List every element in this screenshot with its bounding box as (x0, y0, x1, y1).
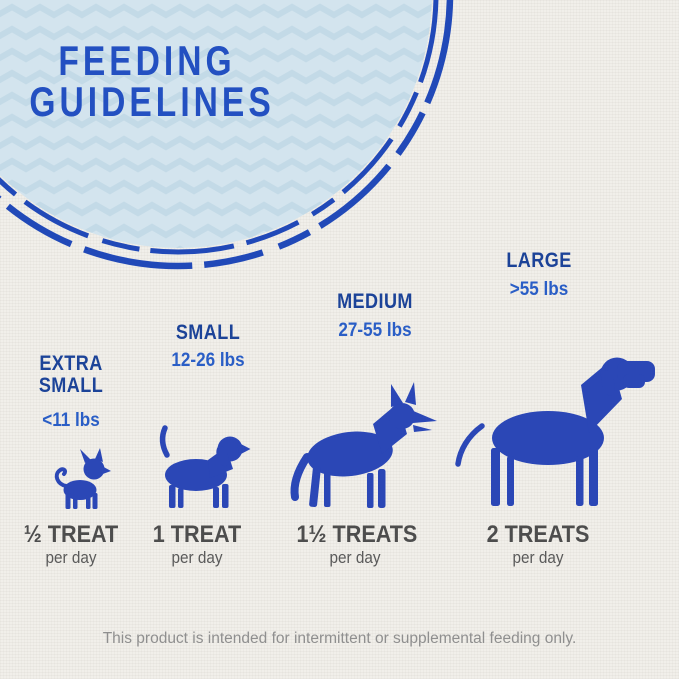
treat-frequency-large: per day (512, 548, 564, 567)
size-label-medium: MEDIUM (337, 290, 413, 313)
treat-frequency-medium: per day (329, 548, 381, 567)
size-label-large: LARGE (506, 249, 572, 272)
weight-large: >55 lbs (509, 279, 569, 300)
chihuahua-silhouette-icon (54, 448, 111, 509)
disclaimer-text: This product is intended for intermitten… (102, 630, 577, 647)
treat-frequency-extra-small: per day (45, 548, 97, 567)
size-label-small: SMALL (175, 321, 241, 344)
treat-extra-small: ½ TREAT per day (16, 522, 126, 569)
page-title: FEEDING GUIDELINES (29, 37, 275, 125)
shepherd-silhouette-icon (290, 382, 437, 508)
treat-frequency-small: per day (171, 548, 223, 567)
weight-extra-small: <11 lbs (42, 410, 100, 431)
treat-amount-extra-small: ½ TREAT (23, 521, 119, 548)
badge-outer-dashed-ring (0, 0, 454, 270)
treat-large: 2 TREATS per day (482, 522, 594, 569)
title-line-1: FEEDING (58, 37, 236, 84)
great-dane-silhouette-icon (455, 357, 655, 506)
size-label-extra-small-line-1: EXTRA (39, 352, 103, 375)
treat-amount-small: 1 TREAT (152, 521, 242, 548)
treat-amount-medium: 1½ TREATS (296, 521, 418, 548)
size-label-extra-small-line-2: SMALL (38, 374, 104, 397)
title-line-2: GUIDELINES (29, 78, 275, 125)
treat-amount-large: 2 TREATS (486, 521, 590, 548)
treat-medium: 1½ TREATS per day (296, 521, 418, 569)
feeding-guidelines-badge (0, 0, 454, 270)
treat-small: 1 TREAT per day (142, 522, 252, 569)
badge-circle-fill (0, 0, 432, 248)
weight-small: 12-26 lbs (171, 350, 245, 371)
weight-medium: 27-55 lbs (338, 320, 412, 341)
size-label-extra-small: EXTRA SMALL (23, 353, 119, 397)
beagle-silhouette-icon (159, 425, 251, 508)
